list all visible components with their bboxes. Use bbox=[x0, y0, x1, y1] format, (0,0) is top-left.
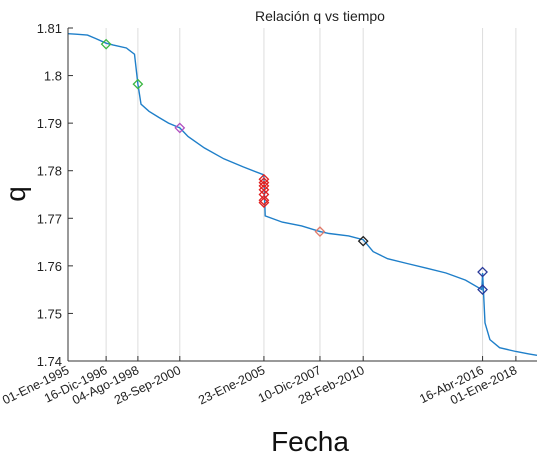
data-point-marker bbox=[477, 266, 488, 278]
y-tick-label: 1.78 bbox=[37, 164, 62, 179]
data-point-marker bbox=[258, 173, 270, 185]
data-point-marker bbox=[477, 284, 488, 296]
y-tick-label: 1.77 bbox=[37, 211, 62, 226]
x-tick-label: 23-Ene-2005 bbox=[196, 363, 267, 407]
data-point-marker bbox=[100, 38, 112, 50]
data-point-marker bbox=[174, 122, 186, 134]
axes-layer: 1.741.751.761.771.781.791.81.8101-Ene-19… bbox=[0, 21, 537, 407]
grid-lines bbox=[67, 28, 517, 361]
y-tick-label: 1.75 bbox=[37, 306, 62, 321]
data-point-marker bbox=[132, 78, 144, 90]
series-line bbox=[67, 33, 538, 356]
y-tick-label: 1.79 bbox=[37, 116, 62, 131]
chart-title: Relación q vs tiempo bbox=[255, 8, 385, 24]
marker-layer bbox=[100, 38, 488, 296]
y-tick-label: 1.8 bbox=[44, 69, 62, 84]
data-point-marker bbox=[258, 177, 270, 189]
data-point-marker bbox=[258, 197, 270, 209]
series-layer bbox=[67, 33, 538, 356]
x-axis-label: Fecha bbox=[271, 426, 349, 457]
data-point-marker bbox=[258, 184, 270, 196]
data-point-marker bbox=[357, 235, 369, 247]
y-tick-label: 1.81 bbox=[37, 21, 62, 36]
y-tick-label: 1.76 bbox=[37, 259, 62, 274]
data-point-marker bbox=[258, 194, 270, 206]
y-tick-label: 1.74 bbox=[37, 354, 62, 369]
data-point-marker bbox=[314, 226, 326, 238]
